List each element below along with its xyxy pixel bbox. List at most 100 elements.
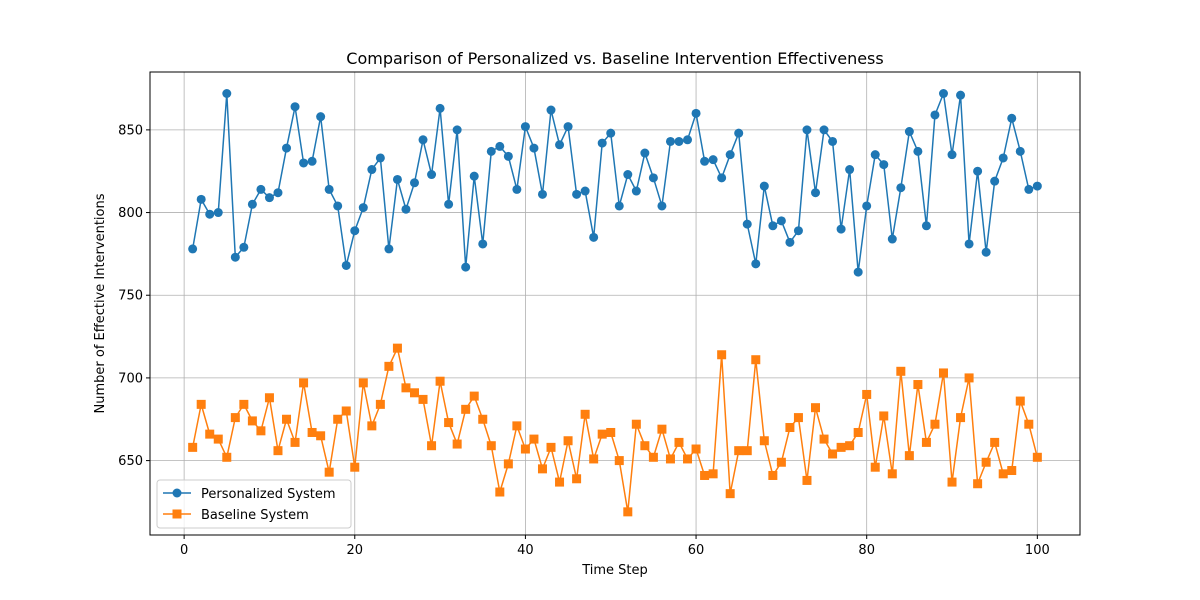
data-point-personalized: [1032, 181, 1042, 191]
x-tick-label: 60: [688, 543, 705, 558]
data-point-baseline: [196, 399, 206, 409]
data-point-baseline: [683, 454, 693, 464]
data-point-baseline: [486, 441, 496, 451]
data-point-personalized: [409, 178, 419, 188]
data-point-baseline: [299, 378, 309, 388]
data-point-personalized: [290, 102, 300, 112]
data-point-baseline: [623, 507, 633, 517]
data-point-personalized: [973, 166, 983, 176]
data-point-baseline: [904, 451, 914, 461]
data-point-baseline: [580, 409, 590, 419]
data-point-baseline: [631, 419, 641, 429]
data-point-baseline: [537, 464, 547, 474]
data-point-personalized: [589, 232, 599, 242]
legend-marker-circle-icon: [172, 488, 182, 498]
data-point-baseline: [845, 441, 855, 451]
data-point-personalized: [913, 146, 923, 156]
data-point-personalized: [367, 165, 377, 175]
data-point-baseline: [409, 388, 419, 398]
data-point-personalized: [384, 244, 394, 254]
data-point-baseline: [418, 394, 428, 404]
data-point-personalized: [734, 128, 744, 138]
data-point-personalized: [930, 110, 940, 120]
data-point-baseline: [213, 434, 223, 444]
y-tick-label: 650: [118, 454, 143, 469]
data-point-personalized: [316, 112, 326, 122]
data-point-personalized: [751, 259, 761, 269]
data-point-baseline: [879, 411, 889, 421]
legend-entry-personalized: Personalized System: [163, 487, 336, 502]
plot-frame: [149, 71, 1081, 536]
data-point-personalized: [486, 146, 496, 156]
data-point-baseline: [572, 474, 582, 484]
data-point-personalized: [1024, 184, 1034, 194]
data-point-personalized: [580, 186, 590, 196]
y-tick-label: 700: [118, 371, 143, 386]
data-point-personalized: [256, 184, 266, 194]
data-point-baseline: [392, 343, 402, 353]
y-axis: 650 700 750 800 850: [118, 123, 150, 469]
data-point-baseline: [520, 444, 530, 454]
data-point-baseline: [811, 403, 821, 413]
data-point-baseline: [503, 459, 513, 469]
series-layer: [188, 88, 1042, 517]
data-point-personalized: [196, 194, 206, 204]
data-point-personalized: [998, 153, 1008, 163]
data-point-baseline: [247, 416, 257, 426]
data-point-personalized: [674, 136, 684, 146]
data-point-baseline: [563, 436, 573, 446]
data-point-baseline: [648, 452, 658, 462]
y-tick-label: 750: [118, 289, 143, 304]
data-point-personalized: [802, 125, 812, 135]
data-point-personalized: [725, 150, 735, 160]
data-point-baseline: [853, 427, 863, 437]
data-point-personalized: [640, 148, 650, 158]
data-point-personalized: [990, 176, 1000, 186]
data-point-baseline: [546, 442, 556, 452]
data-point-baseline: [333, 414, 343, 424]
data-point-personalized: [648, 173, 658, 183]
data-point-personalized: [392, 174, 402, 184]
data-point-baseline: [708, 469, 718, 479]
data-point-baseline: [282, 414, 292, 424]
data-point-personalized: [904, 127, 914, 137]
data-point-personalized: [503, 151, 513, 161]
data-point-personalized: [435, 103, 445, 113]
data-point-baseline: [256, 426, 266, 436]
data-point-baseline: [896, 366, 906, 376]
data-point-personalized: [247, 199, 257, 209]
data-point-personalized: [700, 156, 710, 166]
data-point-baseline: [239, 399, 249, 409]
data-point-baseline: [1024, 419, 1034, 429]
data-point-baseline: [734, 446, 744, 456]
data-point-baseline: [469, 391, 479, 401]
legend-label-baseline: Baseline System: [201, 508, 309, 523]
data-point-personalized: [819, 125, 829, 135]
data-point-personalized: [461, 262, 471, 272]
data-point-baseline: [956, 413, 966, 423]
data-point-baseline: [606, 427, 616, 437]
data-point-personalized: [572, 189, 582, 199]
data-point-baseline: [555, 477, 565, 487]
data-point-personalized: [896, 183, 906, 193]
data-point-personalized: [529, 143, 539, 153]
data-point-baseline: [776, 457, 786, 467]
data-point-baseline: [401, 383, 411, 393]
data-point-personalized: [213, 208, 223, 218]
data-point-baseline: [751, 355, 761, 365]
data-point-personalized: [1007, 113, 1017, 123]
data-point-baseline: [461, 404, 471, 414]
data-point-baseline: [870, 462, 880, 472]
series-baseline: [188, 343, 1042, 517]
data-point-baseline: [819, 434, 829, 444]
x-axis: 0 20 40 60 80 100: [180, 535, 1050, 558]
y-tick-label: 850: [118, 123, 143, 138]
data-point-personalized: [555, 140, 565, 150]
data-point-baseline: [358, 378, 368, 388]
data-point-personalized: [981, 247, 991, 257]
data-point-baseline: [452, 439, 462, 449]
data-point-personalized: [444, 199, 454, 209]
data-point-personalized: [956, 90, 966, 100]
data-point-personalized: [188, 244, 198, 254]
data-point-baseline: [222, 452, 232, 462]
